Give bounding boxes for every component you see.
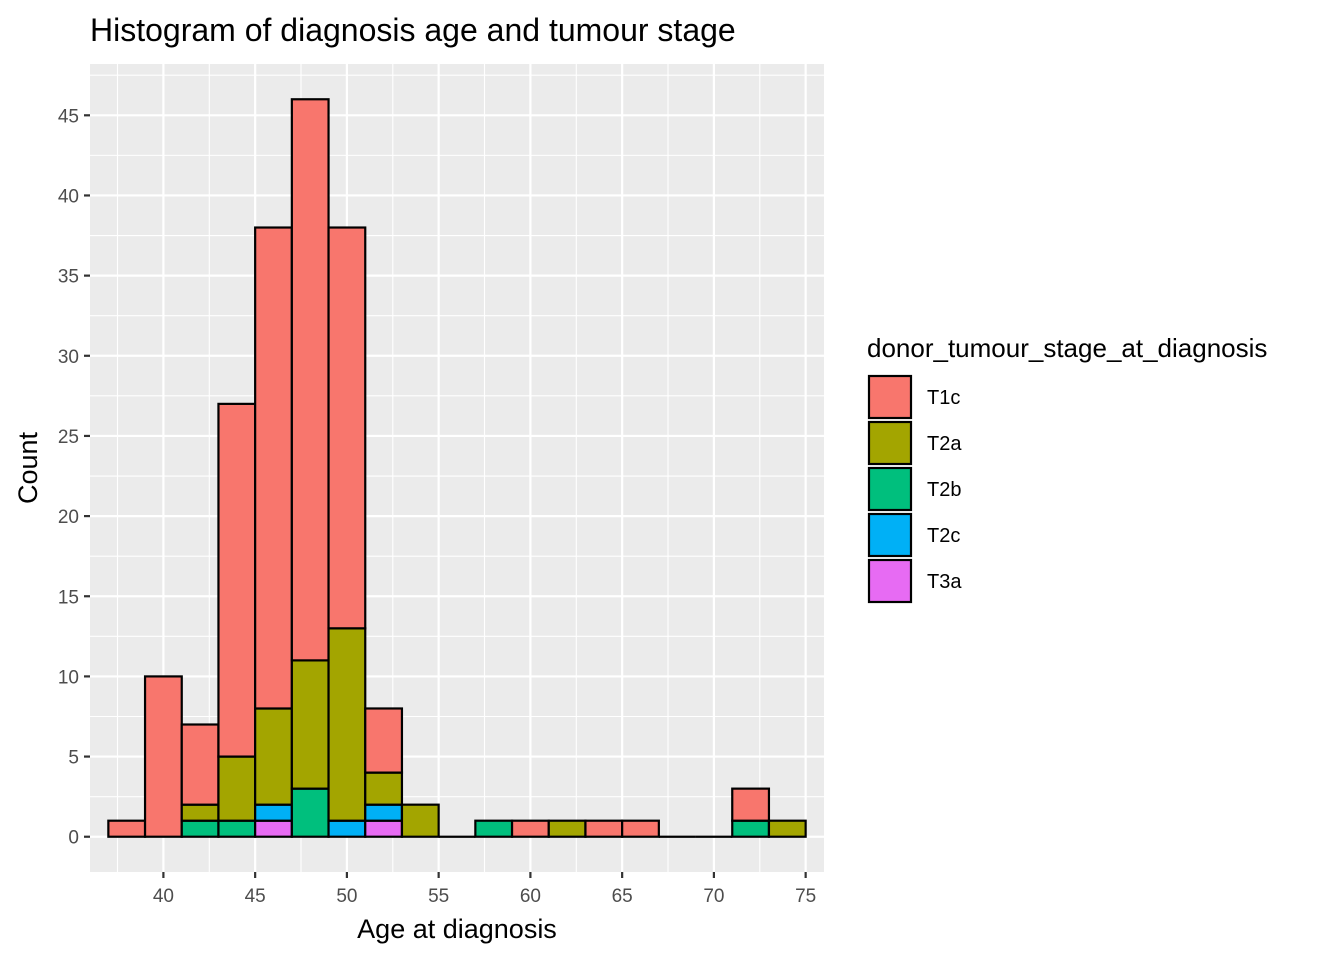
bar-t2a-62	[547, 819, 587, 838]
bar-t1c-40	[143, 675, 183, 838]
y-tick-label: 15	[58, 587, 79, 608]
bar-t1c-50	[327, 226, 367, 630]
legend-label-t2b: T2b	[927, 479, 961, 501]
bar-t2c-52	[364, 803, 404, 822]
legend-key-t2a	[867, 420, 913, 466]
y-axis-title: Count	[13, 431, 43, 504]
legend: donor_tumour_stage_at_diagnosis T1c T2a T2…	[867, 333, 1267, 604]
bar-t2a-46	[254, 707, 293, 806]
chart-title: Histogram of diagnosis age and tumour st…	[90, 12, 736, 48]
y-tick-label: 45	[58, 106, 79, 127]
x-axis: 40 45 50 55 60 65 70 75	[153, 872, 816, 907]
bar-t2a-54	[400, 803, 440, 838]
bar-t1c-42	[180, 723, 220, 806]
x-tick-label: 40	[153, 886, 174, 907]
bar-t2b-48	[290, 787, 330, 838]
y-tick-label: 30	[58, 347, 79, 368]
bar-t2c-46	[254, 803, 293, 822]
x-tick-label: 70	[703, 886, 724, 907]
bar-t2b-72	[731, 819, 771, 838]
y-axis: 0 5 10 15 20 25 30 35 40 45	[58, 106, 90, 849]
bar-t3a-52	[364, 819, 404, 838]
bar-t1c-38	[107, 819, 147, 838]
legend-key-t2c	[867, 512, 913, 558]
y-tick-label: 10	[58, 667, 79, 688]
y-tick-label: 35	[58, 267, 79, 288]
y-tick-label: 0	[68, 828, 79, 849]
legend-label-t1c: T1c	[927, 387, 960, 409]
x-tick-label: 65	[612, 886, 633, 907]
x-tick-label: 60	[520, 886, 541, 907]
x-tick-label: 50	[336, 886, 357, 907]
y-tick-label: 25	[58, 427, 79, 448]
legend-items: T1c T2a T2b T2c T3a	[867, 374, 962, 604]
bar-t2a-48	[290, 659, 330, 790]
bar-t1c-72	[731, 787, 771, 822]
legend-key-t3a	[867, 558, 913, 604]
legend-key-t2b	[867, 466, 913, 512]
bar-t2a-42	[180, 803, 220, 822]
bar-t2a-50	[327, 627, 367, 822]
bar-t2a-44	[217, 755, 257, 822]
y-tick-label: 40	[58, 186, 79, 207]
x-tick-label: 75	[795, 886, 816, 907]
x-axis-title: Age at diagnosis	[357, 914, 557, 944]
legend-key-t1c	[867, 374, 913, 420]
legend-label-t2a: T2a	[927, 433, 962, 455]
bar-t2a-74	[767, 819, 807, 838]
stacked-bars	[107, 98, 807, 838]
bar-t1c-44	[217, 402, 257, 758]
y-tick-label: 20	[58, 507, 79, 528]
bar-t1c-60	[510, 819, 550, 838]
bar-t1c-48	[290, 98, 330, 662]
bar-t2b-42	[180, 819, 220, 838]
bar-t2a-52	[364, 771, 404, 806]
legend-label-t2c: T2c	[927, 525, 960, 547]
bar-t2b-58	[474, 819, 514, 838]
bar-t1c-66	[621, 819, 660, 838]
y-tick-label: 5	[68, 748, 79, 769]
plot-panel	[90, 64, 824, 872]
bar-t2b-44	[217, 819, 257, 838]
x-tick-label: 55	[428, 886, 449, 907]
bar-t1c-46	[254, 226, 293, 710]
bar-t3a-46	[254, 819, 293, 838]
x-tick-label: 45	[245, 886, 266, 907]
legend-label-t3a: T3a	[927, 571, 962, 593]
bar-t2c-50	[327, 819, 367, 838]
bar-t1c-52	[364, 707, 404, 774]
bar-t1c-64	[584, 819, 624, 838]
legend-title: donor_tumour_stage_at_diagnosis	[867, 333, 1267, 363]
